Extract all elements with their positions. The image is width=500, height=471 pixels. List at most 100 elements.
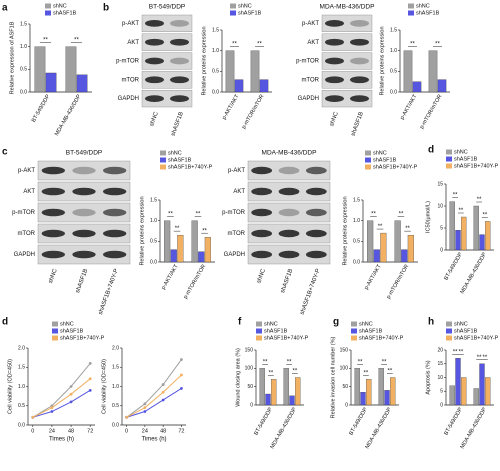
y-tick-label: 100 — [245, 366, 254, 372]
blot-band — [41, 187, 65, 196]
legend-swatch — [446, 163, 452, 169]
blot-row-label: p-AKT — [228, 168, 245, 174]
point — [143, 406, 147, 410]
blot-strip — [37, 202, 131, 223]
x-axis-label: Times (h) — [49, 437, 74, 443]
y-tick-label: 1.0 — [212, 48, 219, 54]
legend-swatch — [408, 3, 414, 9]
blot-lane-label: shASF1B — [171, 111, 185, 137]
legend-swatch — [365, 157, 371, 163]
bar — [65, 46, 77, 93]
blot-lane-label: shASF1B+740Y-P — [98, 268, 120, 315]
blot-band — [278, 166, 300, 175]
bar — [225, 50, 235, 93]
blot-band — [170, 95, 189, 102]
panel-label: c — [2, 147, 8, 158]
legend-swatch — [160, 164, 166, 170]
blot-band — [350, 95, 369, 102]
significance-label: ** — [168, 212, 173, 218]
blot-strip — [247, 202, 331, 223]
significance-label: ** — [477, 197, 482, 203]
x-tick-label: 48 — [160, 428, 166, 434]
point — [125, 415, 128, 419]
legend-label: shNC — [264, 321, 278, 327]
point — [88, 388, 92, 392]
blot-band — [325, 20, 344, 27]
bar — [191, 220, 198, 263]
blot-band — [251, 166, 273, 175]
blot-band — [103, 250, 127, 259]
blot-band — [103, 208, 127, 217]
y-tick-label: 50 — [247, 384, 253, 390]
bar — [45, 72, 57, 93]
line — [32, 363, 91, 418]
point — [88, 377, 92, 381]
blot-title: BT-549/DDP — [66, 150, 103, 157]
y-tick-label: 0.0 — [353, 259, 360, 265]
blot-band — [72, 166, 96, 175]
bar — [412, 81, 422, 93]
x-tick-label: p-mTOR/mTOR — [419, 94, 444, 130]
x-tick-label: BT-549/DDP — [31, 93, 52, 123]
point — [31, 415, 35, 419]
blot-lane-label: shASF1B+740Y-P — [300, 268, 322, 315]
significance-label: ** — [483, 355, 488, 361]
y-tick-label: 2.0 — [112, 345, 119, 351]
bar — [437, 79, 447, 93]
y-tick-label: 0.0 — [390, 89, 397, 95]
y-tick-label: 1.0 — [18, 384, 25, 390]
y-tick-label: 1.0 — [112, 384, 119, 390]
blot-band — [72, 187, 96, 196]
y-tick-label: 0 — [250, 402, 253, 408]
blot-lane-label: shASF1B — [351, 111, 365, 137]
legend-label: shASF1B — [53, 10, 77, 16]
blot-band — [145, 95, 164, 102]
bar — [271, 379, 277, 406]
legend-swatch — [52, 321, 58, 327]
legend-label: shNC — [53, 3, 67, 9]
line — [126, 388, 182, 418]
bar — [283, 368, 289, 406]
blot-row-label: GAPDH — [298, 96, 319, 102]
x-tick-label: 72 — [87, 428, 93, 434]
significance-label: ** — [477, 355, 482, 361]
blot-row-label: p-AKT — [122, 21, 139, 27]
blot-row-label: AKT — [233, 189, 245, 195]
legend-swatch — [351, 328, 357, 334]
legend-label: shNC — [416, 3, 430, 9]
significance-label: ** — [287, 359, 292, 365]
legend-swatch — [446, 156, 452, 162]
y-tick-label: 100 — [340, 366, 349, 372]
bar — [473, 388, 479, 406]
y-tick-label: 1.5 — [390, 27, 397, 33]
bar — [198, 251, 205, 263]
x-tick-label: 0 — [125, 428, 128, 434]
significance-label: ** — [232, 42, 237, 48]
blot-band — [103, 187, 127, 196]
y-tick-label: 1.0 — [20, 44, 27, 50]
panel-label: g — [333, 317, 339, 328]
blot-band — [325, 76, 344, 84]
legend-label: shASF1B+740Y-P — [373, 164, 418, 170]
blot-band — [350, 38, 369, 46]
legend-swatch — [230, 3, 236, 9]
bar — [473, 205, 479, 251]
blot-band — [325, 95, 344, 102]
significance-label: ** — [293, 369, 298, 375]
blot-band — [305, 166, 327, 175]
blot-lane-label: shNC — [48, 268, 59, 285]
line — [32, 378, 91, 418]
bar — [455, 358, 461, 406]
y-tick-label: 0.5 — [18, 403, 25, 409]
bar — [380, 232, 387, 263]
bar — [259, 79, 269, 93]
significance-label: ** — [483, 212, 488, 218]
blot-band — [145, 76, 164, 84]
legend-swatch — [446, 328, 452, 334]
blot-lane-label: shNC — [256, 268, 267, 285]
y-tick-label: 1.5 — [20, 21, 27, 27]
x-tick-label: p-AKT/AKT — [399, 93, 418, 121]
bar — [289, 395, 295, 406]
bar — [403, 50, 413, 93]
bar — [250, 50, 260, 93]
